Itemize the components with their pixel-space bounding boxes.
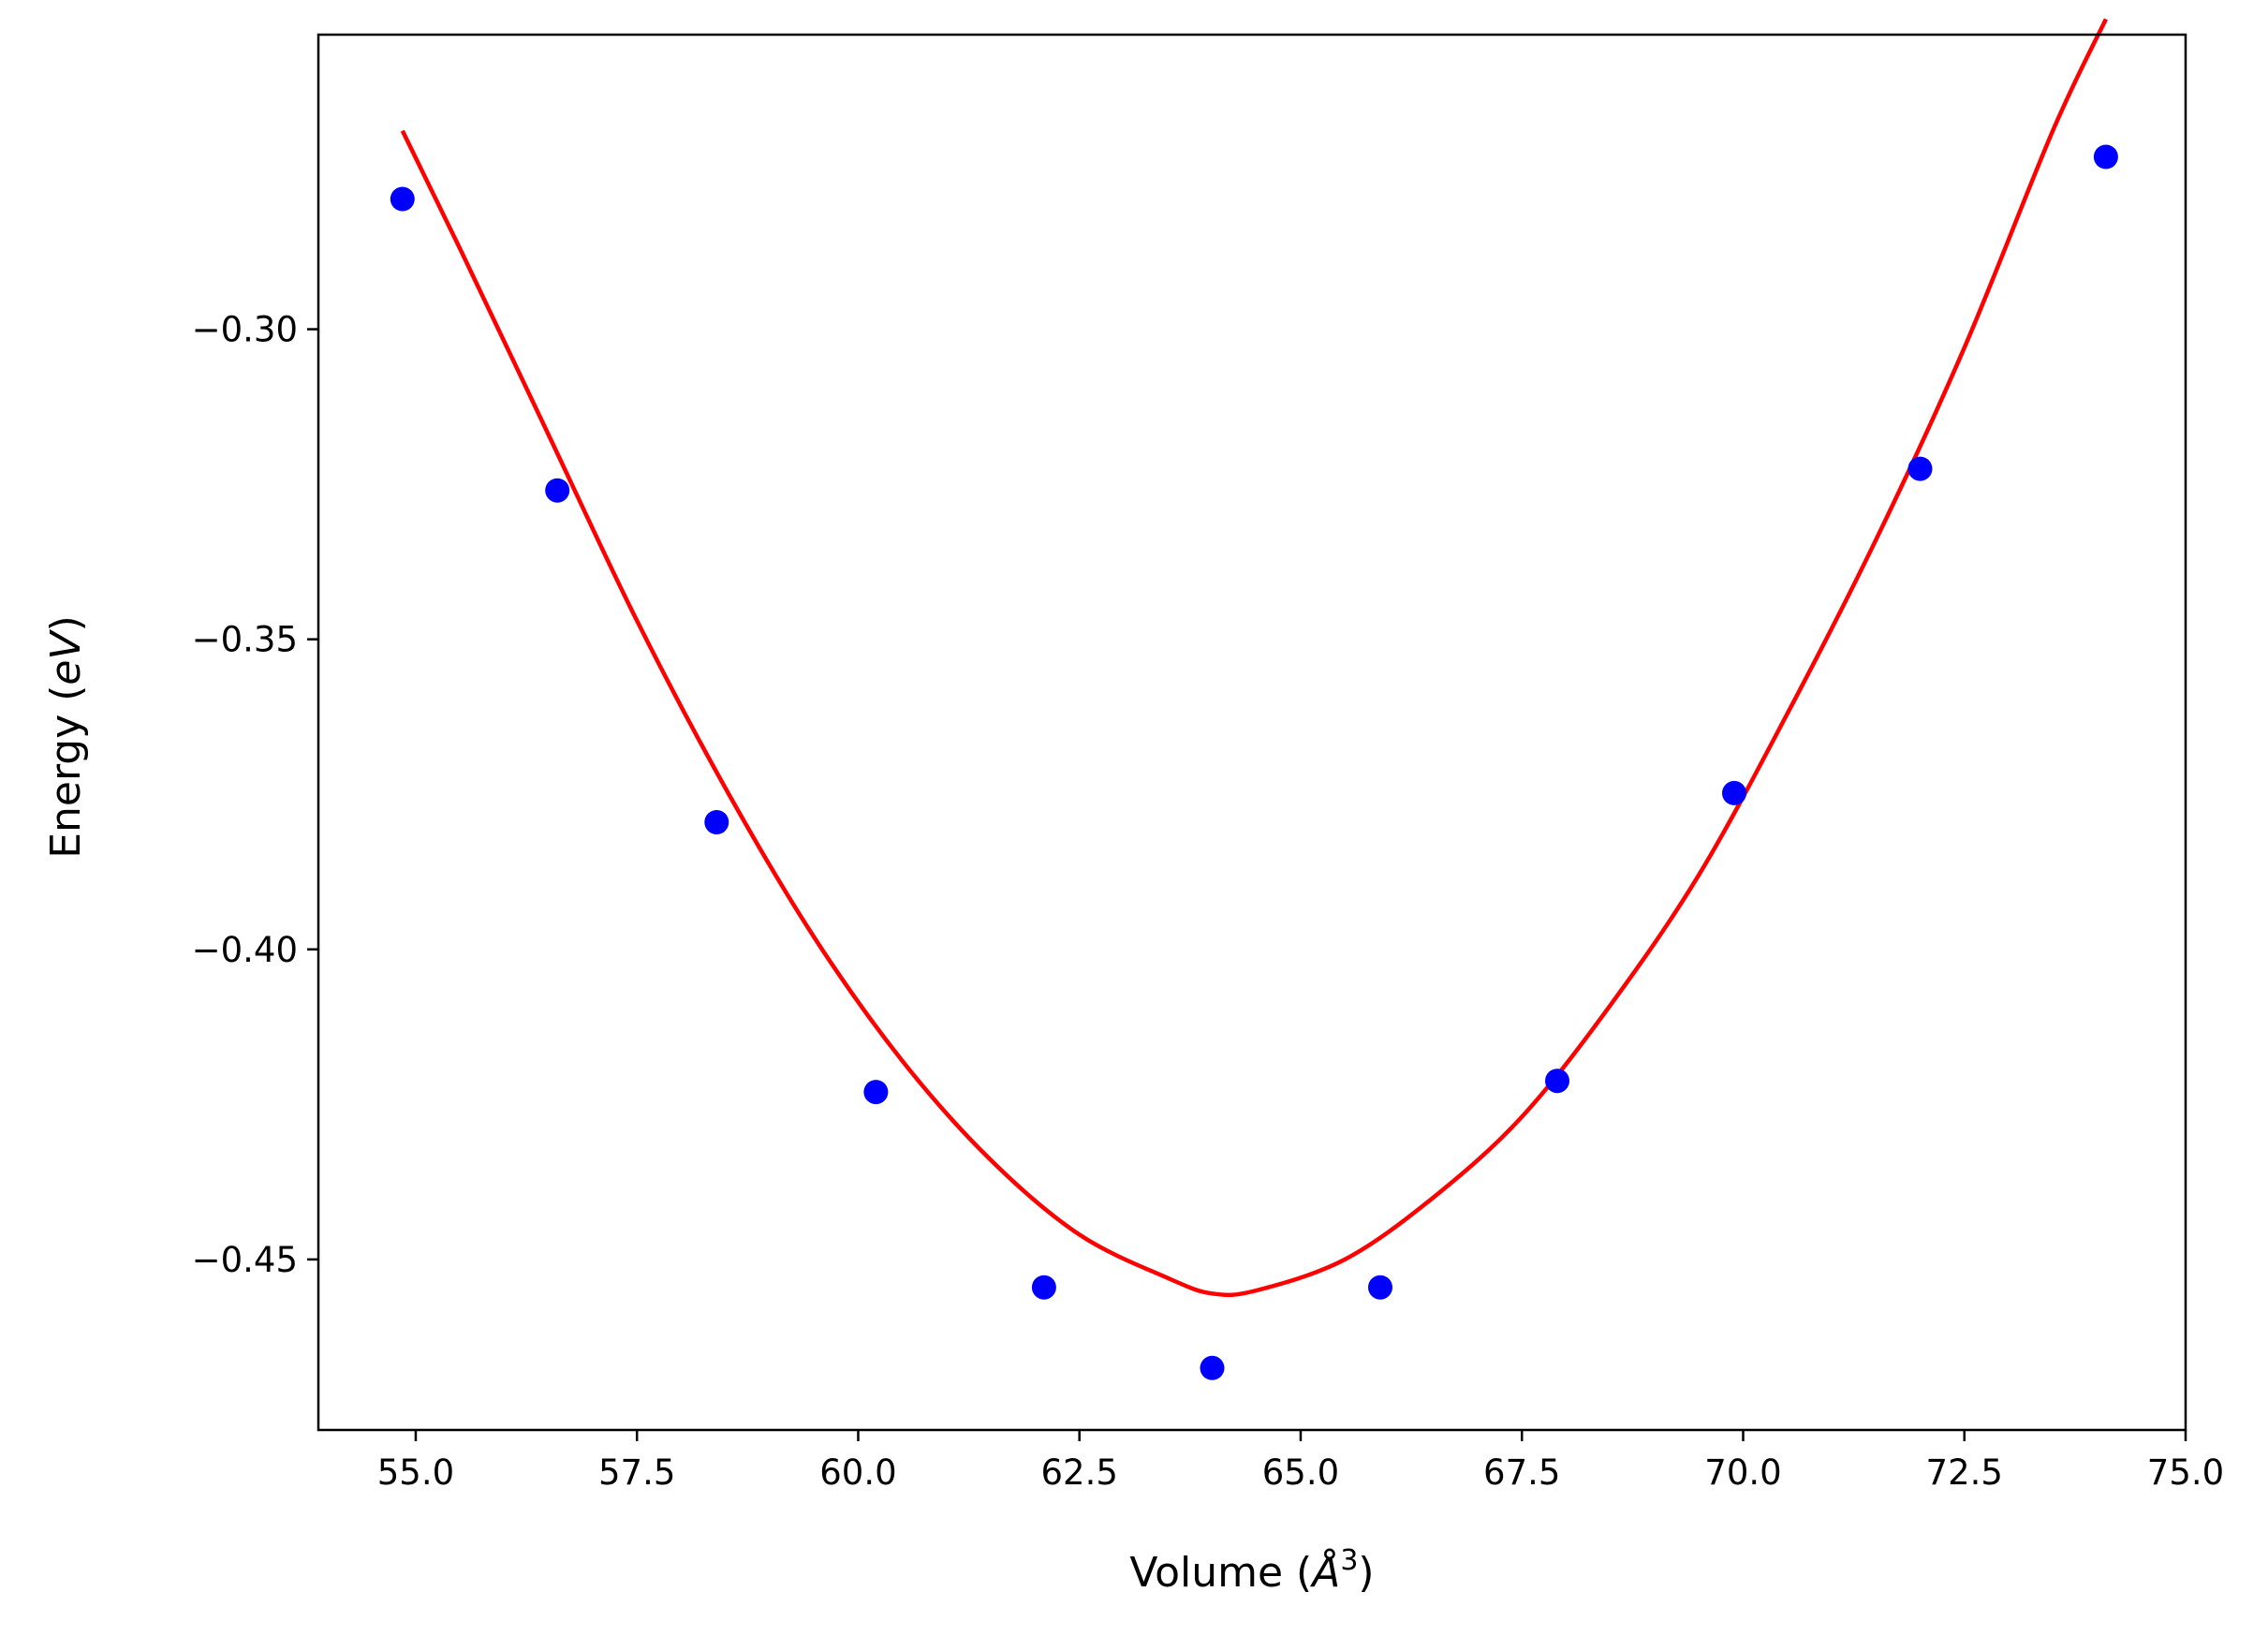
y-tick-label: −0.40 [192, 930, 298, 970]
data-point-11 [2093, 144, 2118, 169]
x-tick-label: 55.0 [377, 1452, 454, 1493]
data-point-9 [1722, 780, 1746, 805]
data-point-6 [1200, 1355, 1225, 1380]
y-axis-ticks: −0.30 −0.35 −0.40 −0.45 [192, 310, 318, 1280]
x-axis-label: Volume (Å3) [1129, 1544, 1374, 1597]
x-tick-label: 75.0 [2147, 1452, 2224, 1493]
x-axis-label-prefix: Volume ( [1129, 1549, 1312, 1597]
x-tick-label: 57.5 [598, 1452, 675, 1493]
data-point-4 [863, 1080, 889, 1105]
data-point-3 [704, 810, 729, 834]
y-axis-label: Energy (eV) [42, 615, 90, 859]
plot-frame [317, 33, 2187, 1432]
y-tick-label: −0.35 [192, 620, 298, 660]
x-tick-label: 70.0 [1704, 1452, 1781, 1493]
y-tick-label: −0.45 [192, 1240, 298, 1280]
fit-curve-line [400, 18, 2108, 1298]
x-axis-label-suffix: ) [1358, 1549, 1374, 1597]
data-point-1 [390, 186, 415, 212]
x-tick-label: 65.0 [1262, 1452, 1339, 1493]
x-tick-label: 60.0 [819, 1452, 896, 1493]
y-axis-label-prefix: Energy ( [42, 685, 90, 859]
data-point-8 [1545, 1069, 1569, 1094]
x-axis-label-symbol: Å [1309, 1547, 1340, 1597]
y-tick-label: −0.30 [192, 310, 298, 350]
x-axis-label-superscript: 3 [1340, 1544, 1358, 1577]
x-tick-label: 62.5 [1041, 1452, 1118, 1493]
x-axis-ticks: 55.0 57.5 60.0 62.5 65.0 67.5 70.0 72.5 75.0 [377, 1430, 2224, 1493]
data-point-10 [1907, 456, 1933, 481]
x-tick-label: 67.5 [1483, 1452, 1560, 1493]
data-point-5 [1031, 1275, 1056, 1300]
y-axis-label-suffix: ) [42, 615, 90, 631]
x-tick-label: 72.5 [1926, 1452, 2003, 1493]
data-point-7 [1368, 1275, 1392, 1300]
data-point-2 [545, 478, 570, 503]
plot-area [390, 18, 2118, 1380]
y-axis-label-unit: eV [42, 629, 90, 685]
